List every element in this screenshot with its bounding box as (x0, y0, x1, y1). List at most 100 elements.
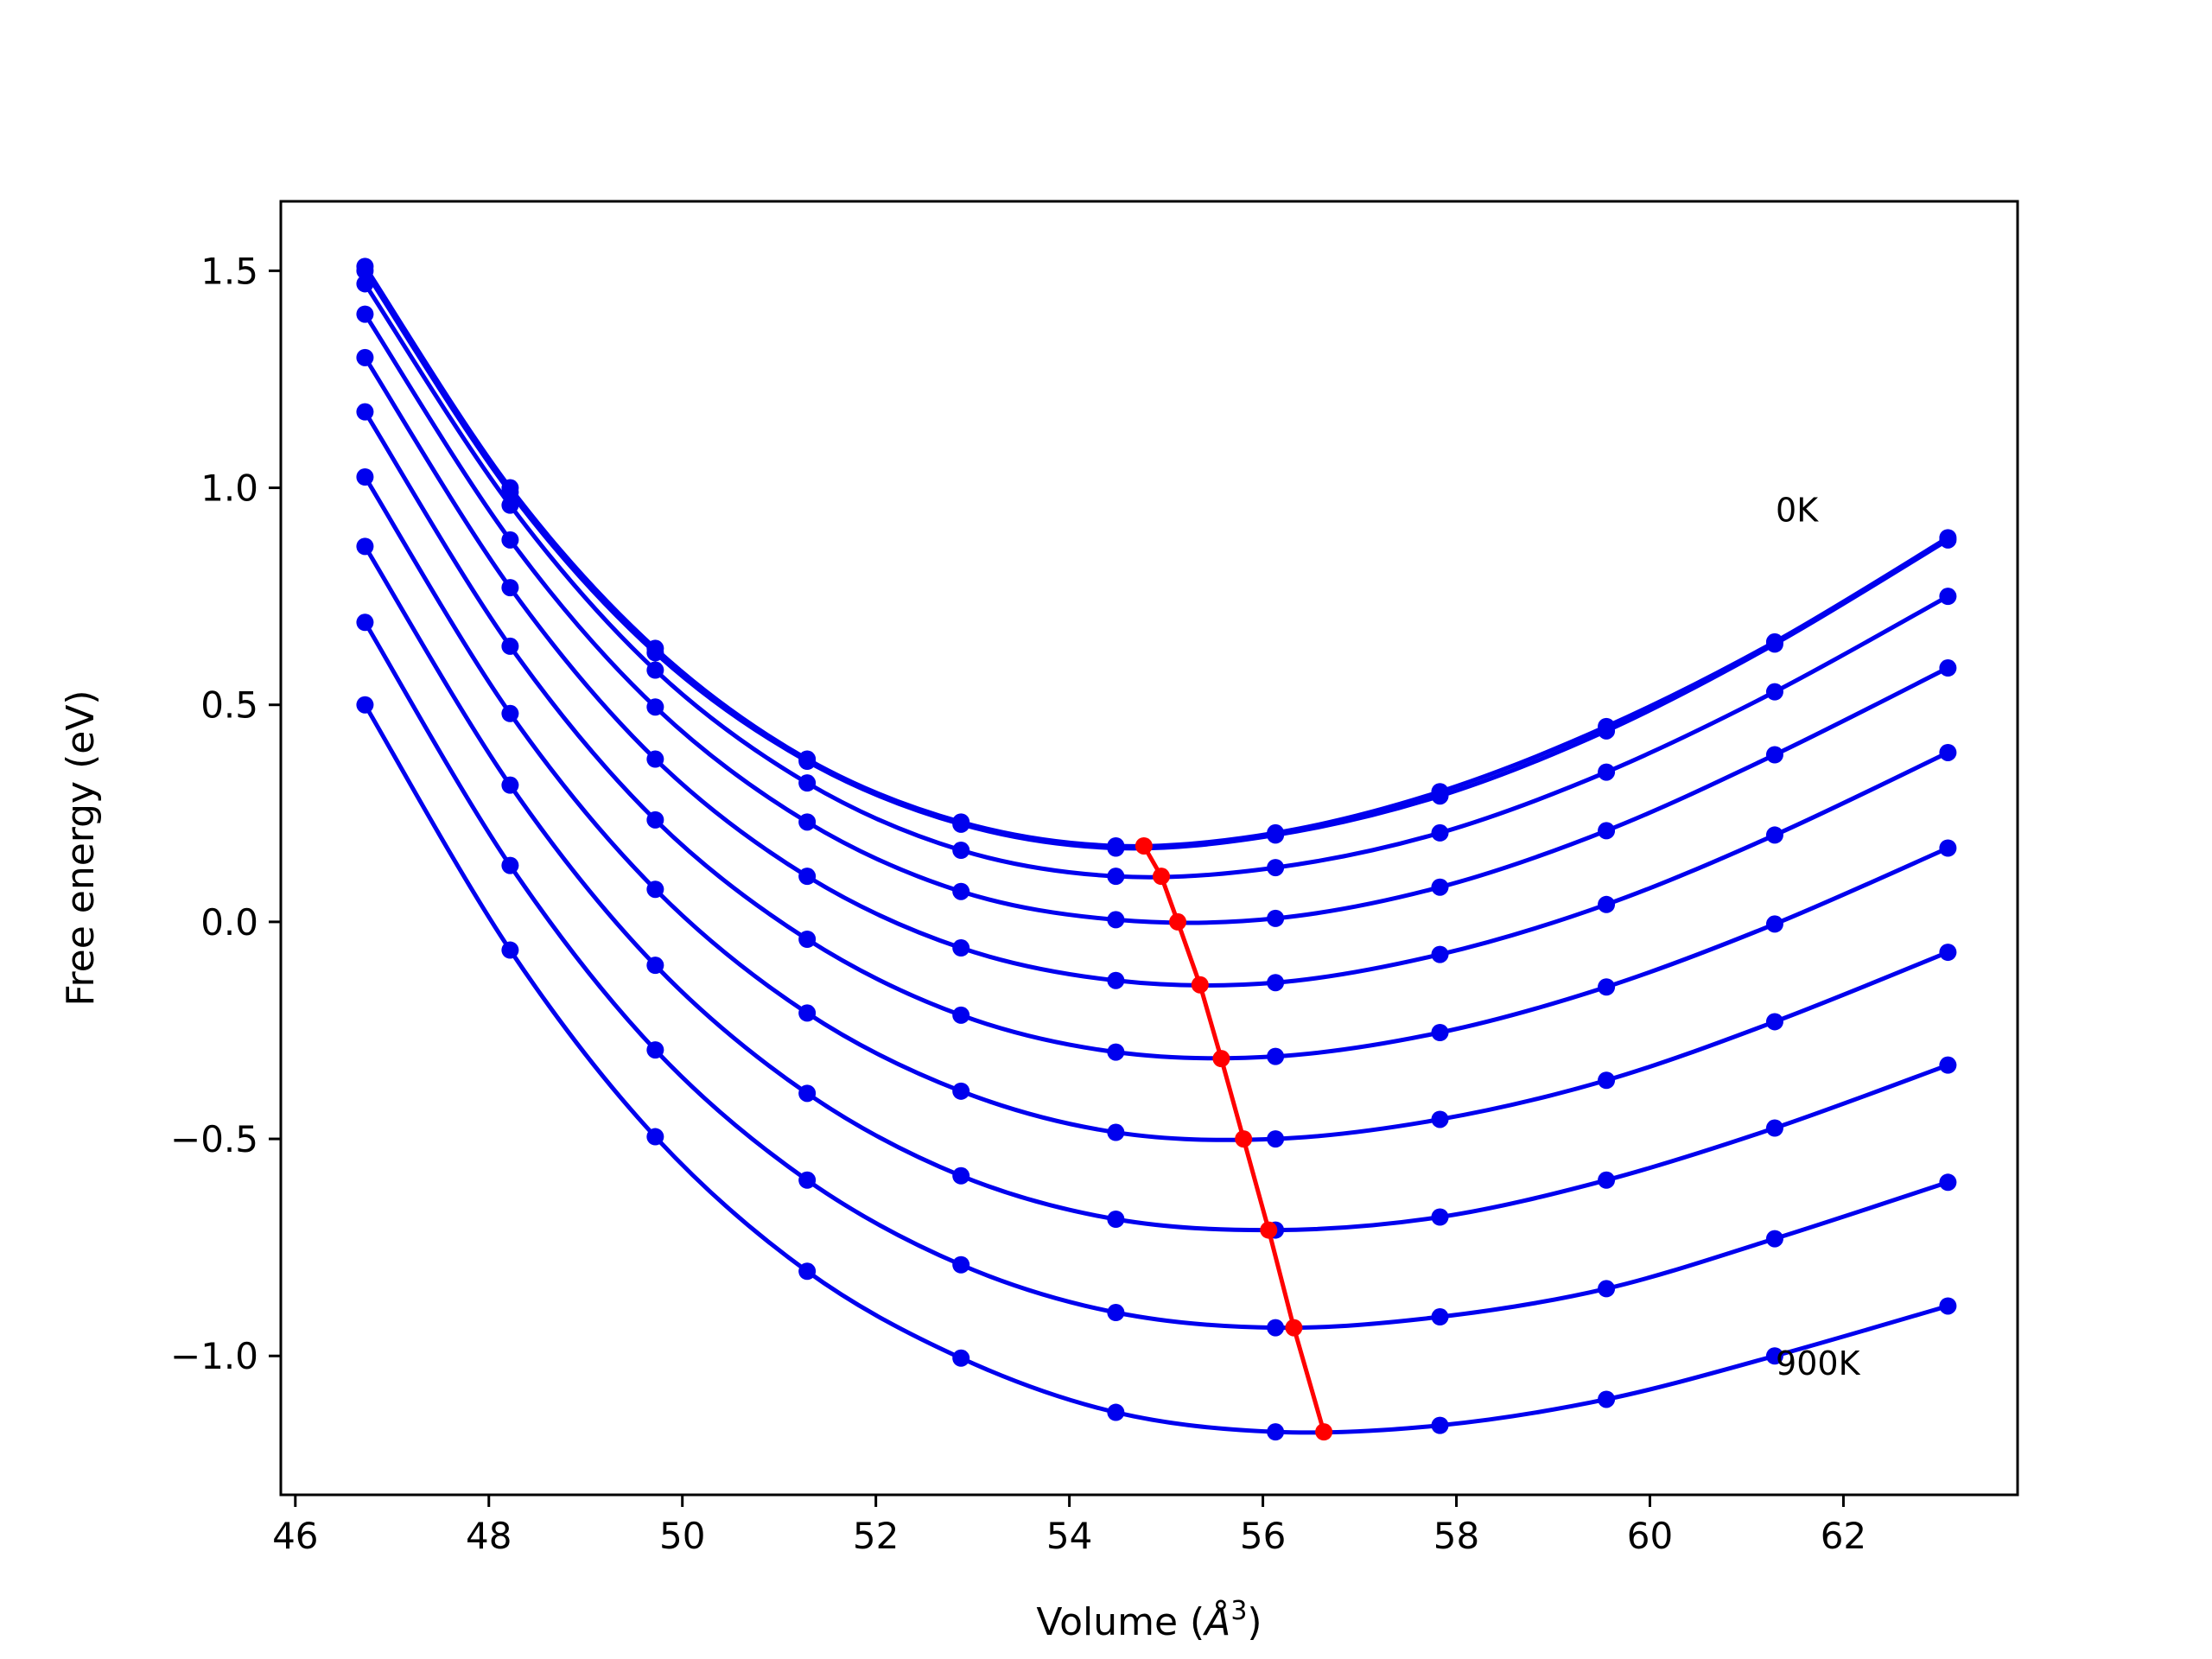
x-tick-label-7: 60 (1627, 1515, 1673, 1557)
curve-point-1-5 (1107, 839, 1125, 857)
x-axis-ticks: 46 48 50 52 54 56 58 60 62 (272, 1495, 1866, 1557)
curve-point-5-3 (798, 930, 817, 948)
curve-point-2-1 (501, 496, 519, 514)
annotations: 0K 900K (1776, 492, 1861, 1382)
curve-point-8-1 (501, 856, 519, 874)
curve-point-5-9 (1765, 915, 1783, 933)
x-axis-title-text: Volume ( (1036, 1600, 1205, 1644)
y-axis-title: Free energy (eV) (59, 690, 103, 1006)
curve-point-3-2 (646, 698, 664, 716)
minima-point-4 (1212, 1050, 1230, 1068)
x-tick-label-8: 62 (1821, 1515, 1866, 1557)
curve-line-0 (363, 264, 1949, 849)
curve-point-4-6 (1267, 974, 1285, 992)
curve-point-3-4 (952, 882, 970, 900)
x-tick-label-3: 52 (853, 1515, 899, 1557)
curve-point-9-5 (1107, 1403, 1125, 1421)
curve-point-2-5 (1107, 868, 1125, 886)
x-tick-label-6: 58 (1433, 1515, 1479, 1557)
curve-point-8-5 (1107, 1304, 1125, 1322)
curve-point-8-7 (1431, 1308, 1449, 1326)
y-tick-label-5: 1.5 (200, 250, 258, 292)
curve-point-1-8 (1598, 721, 1616, 740)
x-axis-title-exponent: 3 (1230, 1596, 1247, 1626)
curve-point-5-6 (1267, 1047, 1285, 1065)
y-tick-label-0: −1.0 (170, 1335, 258, 1377)
curve-point-7-8 (1598, 1171, 1616, 1189)
minima-point-8 (1315, 1423, 1333, 1441)
annotation-label-1: 900K (1776, 1344, 1861, 1382)
curve-point-3-7 (1431, 878, 1449, 896)
curve-point-9-9 (1765, 1347, 1783, 1365)
curve-point-1-9 (1765, 635, 1783, 653)
curve-point-7-2 (646, 957, 664, 975)
curve-point-7-3 (798, 1084, 817, 1103)
curve-point-4-9 (1765, 826, 1783, 844)
x-axis-title: Volume (Å3) (1036, 1596, 1262, 1644)
curve-point-1-6 (1267, 826, 1285, 844)
x-axis-title-unit: Å (1202, 1599, 1230, 1644)
curve-point-4-4 (952, 939, 970, 957)
curve-point-8-4 (952, 1255, 970, 1274)
curve-point-2-8 (1598, 763, 1616, 781)
curve-point-8-10 (1939, 1173, 1957, 1192)
curve-point-7-4 (952, 1166, 970, 1185)
y-axis-ticks: −1.0 −0.5 0.0 0.5 1.0 1.5 (170, 250, 281, 1377)
curve-point-6-6 (1267, 1130, 1285, 1148)
curve-point-6-0 (356, 467, 374, 486)
curve-point-6-3 (798, 1004, 817, 1022)
curve-point-9-10 (1939, 1297, 1957, 1315)
x-tick-label-1: 48 (466, 1515, 512, 1557)
curve-point-6-4 (952, 1082, 970, 1100)
curve-point-1-10 (1939, 531, 1957, 549)
curve-point-9-1 (501, 941, 519, 959)
curve-point-2-2 (646, 661, 664, 679)
curve-point-2-0 (356, 275, 374, 293)
curve-series-group (356, 257, 1957, 1441)
curve-point-9-0 (356, 696, 374, 714)
x-axis-title-close: ) (1247, 1600, 1262, 1644)
y-tick-label-4: 1.0 (200, 467, 258, 510)
curve-point-4-0 (356, 348, 374, 366)
curve-point-4-10 (1939, 743, 1957, 761)
curve-point-8-3 (798, 1171, 817, 1189)
curve-point-7-7 (1431, 1208, 1449, 1226)
curve-point-2-7 (1431, 823, 1449, 842)
curve-point-2-6 (1267, 859, 1285, 877)
minima-series-group (1135, 836, 1333, 1441)
curve-point-9-7 (1431, 1416, 1449, 1434)
curve-point-3-3 (798, 813, 817, 831)
curve-point-1-4 (952, 815, 970, 833)
curve-point-4-8 (1598, 895, 1616, 913)
y-tick-label-1: −0.5 (170, 1118, 258, 1160)
curve-point-3-8 (1598, 822, 1616, 840)
curve-point-8-6 (1267, 1319, 1285, 1337)
curve-line-4 (363, 356, 1949, 988)
curve-point-1-2 (646, 644, 664, 662)
curve-point-6-8 (1598, 1071, 1616, 1090)
curve-point-2-10 (1939, 588, 1957, 606)
curve-point-4-7 (1431, 945, 1449, 963)
curve-line-9 (363, 703, 1949, 1435)
curve-point-6-9 (1765, 1013, 1783, 1031)
curve-point-8-8 (1598, 1280, 1616, 1298)
curve-point-5-7 (1431, 1023, 1449, 1041)
curve-point-6-10 (1939, 944, 1957, 962)
curve-point-2-9 (1765, 683, 1783, 701)
minima-point-5 (1235, 1130, 1253, 1148)
curve-line-8 (363, 620, 1949, 1331)
curve-point-3-10 (1939, 659, 1957, 677)
curve-point-8-9 (1765, 1230, 1783, 1248)
curve-line-2 (363, 283, 1949, 880)
curve-line-6 (363, 475, 1949, 1142)
curve-point-7-0 (356, 537, 374, 556)
y-tick-label-2: 0.0 (200, 901, 258, 944)
curve-point-9-2 (646, 1128, 664, 1146)
plot-frame (279, 200, 2019, 1497)
curve-point-2-4 (952, 842, 970, 860)
curve-line-5 (363, 410, 1949, 1061)
curve-point-1-7 (1431, 787, 1449, 805)
curve-point-3-0 (356, 305, 374, 323)
curve-line-3 (363, 313, 1949, 925)
curve-point-4-2 (646, 750, 664, 768)
